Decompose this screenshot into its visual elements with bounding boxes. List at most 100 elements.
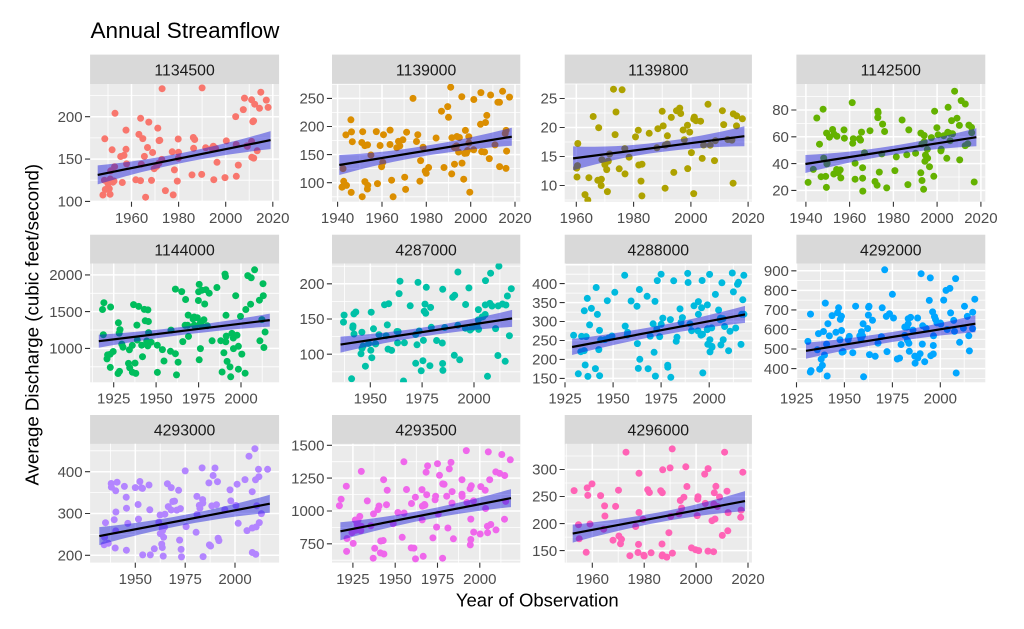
- svg-text:20: 20: [541, 120, 558, 137]
- svg-text:250: 250: [299, 91, 324, 108]
- svg-text:2000: 2000: [218, 571, 251, 588]
- svg-text:1975: 1975: [421, 571, 454, 588]
- svg-text:1950: 1950: [596, 391, 629, 408]
- svg-text:1950: 1950: [828, 391, 861, 408]
- svg-text:1134500: 1134500: [154, 62, 215, 79]
- svg-text:1000: 1000: [49, 341, 82, 358]
- svg-text:1975: 1975: [876, 391, 909, 408]
- svg-text:400: 400: [532, 276, 557, 293]
- svg-text:1940: 1940: [789, 210, 822, 227]
- svg-text:Annual Streamflow: Annual Streamflow: [91, 18, 281, 43]
- svg-text:1980: 1980: [410, 210, 443, 227]
- svg-text:15: 15: [541, 149, 558, 166]
- svg-text:250: 250: [532, 489, 557, 506]
- svg-text:1925: 1925: [548, 391, 581, 408]
- svg-text:350: 350: [532, 295, 557, 312]
- svg-text:100: 100: [299, 175, 324, 192]
- svg-text:150: 150: [58, 151, 83, 168]
- svg-text:4287000: 4287000: [395, 242, 457, 259]
- svg-text:100: 100: [58, 194, 83, 211]
- svg-text:1960: 1960: [576, 571, 609, 588]
- svg-text:1139000: 1139000: [396, 62, 457, 79]
- svg-text:40: 40: [772, 156, 789, 173]
- svg-text:1925: 1925: [780, 391, 813, 408]
- svg-text:300: 300: [532, 462, 557, 479]
- svg-text:80: 80: [772, 102, 789, 119]
- svg-text:4296000: 4296000: [628, 423, 690, 440]
- svg-text:25: 25: [541, 91, 558, 108]
- svg-text:1950: 1950: [119, 571, 152, 588]
- svg-text:1500: 1500: [291, 438, 324, 455]
- svg-text:1940: 1940: [321, 210, 354, 227]
- svg-text:200: 200: [58, 109, 83, 126]
- svg-text:1500: 1500: [49, 304, 82, 321]
- svg-text:2020: 2020: [964, 210, 997, 227]
- svg-text:2000: 2000: [463, 571, 496, 588]
- svg-text:400: 400: [58, 464, 83, 481]
- svg-text:60: 60: [772, 129, 789, 146]
- svg-text:200: 200: [58, 548, 83, 565]
- svg-text:4292000: 4292000: [860, 242, 922, 259]
- svg-text:150: 150: [299, 311, 324, 328]
- svg-text:200: 200: [299, 276, 324, 293]
- svg-text:1950: 1950: [139, 391, 172, 408]
- svg-text:250: 250: [532, 333, 557, 350]
- svg-text:600: 600: [764, 322, 789, 339]
- svg-text:2000: 2000: [209, 210, 242, 227]
- svg-text:2020: 2020: [731, 210, 764, 227]
- svg-text:4293000: 4293000: [154, 423, 216, 440]
- svg-text:200: 200: [532, 352, 557, 369]
- svg-text:4293500: 4293500: [395, 423, 457, 440]
- svg-text:150: 150: [299, 147, 324, 164]
- svg-text:400: 400: [764, 361, 789, 378]
- svg-text:1980: 1980: [628, 571, 661, 588]
- svg-text:1975: 1975: [169, 571, 202, 588]
- svg-text:20: 20: [772, 183, 789, 200]
- svg-text:300: 300: [58, 506, 83, 523]
- svg-text:1142500: 1142500: [861, 62, 922, 79]
- svg-text:2020: 2020: [256, 210, 289, 227]
- svg-text:100: 100: [299, 346, 324, 363]
- svg-text:1925: 1925: [97, 391, 130, 408]
- svg-text:1000: 1000: [291, 503, 324, 520]
- svg-text:1980: 1980: [877, 210, 910, 227]
- svg-text:1960: 1960: [833, 210, 866, 227]
- svg-text:1250: 1250: [291, 470, 324, 487]
- svg-text:2000: 2000: [457, 391, 490, 408]
- svg-text:1975: 1975: [644, 391, 677, 408]
- svg-text:500: 500: [764, 341, 789, 358]
- svg-text:2000: 2000: [49, 267, 82, 284]
- svg-text:1980: 1980: [162, 210, 195, 227]
- svg-text:300: 300: [532, 314, 557, 331]
- svg-text:1975: 1975: [182, 391, 215, 408]
- svg-text:2020: 2020: [731, 571, 764, 588]
- svg-text:1975: 1975: [405, 391, 438, 408]
- svg-text:150: 150: [532, 371, 557, 388]
- svg-text:1960: 1960: [560, 210, 593, 227]
- svg-text:1950: 1950: [354, 391, 387, 408]
- svg-text:800: 800: [764, 283, 789, 300]
- svg-text:1980: 1980: [617, 210, 650, 227]
- svg-text:2000: 2000: [693, 391, 726, 408]
- svg-text:2000: 2000: [920, 210, 953, 227]
- svg-text:1139800: 1139800: [628, 62, 689, 79]
- svg-text:750: 750: [299, 536, 324, 553]
- svg-text:200: 200: [532, 516, 557, 533]
- svg-text:2000: 2000: [924, 391, 957, 408]
- svg-text:2020: 2020: [498, 210, 531, 227]
- svg-text:4288000: 4288000: [628, 242, 690, 259]
- svg-text:2000: 2000: [224, 391, 257, 408]
- svg-text:Average Discharge (cubic feet/: Average Discharge (cubic feet/second): [22, 164, 43, 486]
- svg-text:1144000: 1144000: [154, 242, 215, 259]
- svg-text:700: 700: [764, 302, 789, 319]
- svg-text:1950: 1950: [379, 571, 412, 588]
- svg-text:1925: 1925: [336, 571, 369, 588]
- svg-text:Year of Observation: Year of Observation: [456, 590, 619, 611]
- svg-text:2000: 2000: [454, 210, 487, 227]
- svg-text:10: 10: [541, 178, 558, 195]
- svg-text:200: 200: [299, 119, 324, 136]
- svg-text:1960: 1960: [365, 210, 398, 227]
- svg-text:1960: 1960: [115, 210, 148, 227]
- svg-text:2000: 2000: [679, 571, 712, 588]
- svg-text:2000: 2000: [674, 210, 707, 227]
